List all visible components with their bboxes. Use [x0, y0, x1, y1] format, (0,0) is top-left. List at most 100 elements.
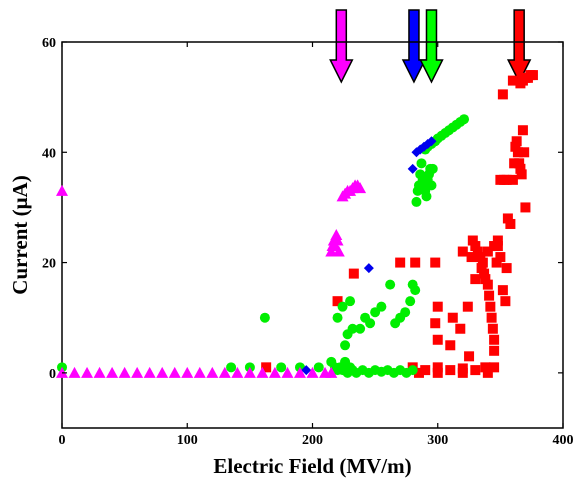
data-point — [365, 318, 376, 329]
data-point — [306, 366, 319, 378]
data-point — [400, 307, 411, 318]
data-point — [515, 163, 526, 174]
data-point — [447, 312, 458, 323]
data-point — [206, 366, 219, 378]
data-point — [480, 274, 491, 285]
y-tick-label: 20 — [42, 257, 56, 272]
data-point — [413, 367, 424, 378]
data-point — [410, 285, 421, 296]
data-point — [517, 125, 528, 136]
data-point — [479, 268, 490, 279]
data-point — [416, 158, 427, 169]
data-point — [485, 301, 496, 312]
data-point — [426, 136, 437, 147]
data-point — [432, 334, 443, 345]
x-tick-label: 100 — [177, 433, 198, 448]
data-point — [514, 158, 525, 169]
arrows-layer — [329, 9, 532, 84]
data-point — [457, 367, 468, 378]
data-point — [340, 340, 351, 351]
arrow-marker-2 — [401, 9, 427, 84]
data-point — [410, 257, 421, 268]
data-point — [470, 241, 481, 252]
series-diamond — [301, 136, 437, 376]
data-point — [445, 340, 456, 351]
data-point — [143, 366, 156, 378]
data-point — [281, 366, 294, 378]
data-point — [181, 366, 194, 378]
x-tick-label: 200 — [302, 433, 323, 448]
data-point — [355, 323, 366, 334]
data-point — [106, 366, 119, 378]
data-point — [482, 246, 493, 257]
data-point — [466, 252, 477, 263]
data-point — [325, 245, 338, 257]
data-point — [480, 362, 491, 373]
data-point — [331, 234, 344, 246]
series-triangle — [56, 179, 367, 378]
data-point — [407, 365, 418, 376]
data-point — [459, 114, 470, 125]
data-point — [507, 174, 518, 185]
data-point — [470, 365, 481, 376]
data-point — [509, 158, 520, 169]
y-tick-label: 60 — [42, 36, 56, 51]
data-point — [168, 366, 181, 378]
data-point — [510, 141, 521, 152]
data-point — [337, 301, 348, 312]
data-point — [516, 169, 527, 180]
data-point — [276, 362, 287, 373]
series-circle — [57, 114, 470, 378]
data-point — [131, 366, 144, 378]
data-point — [118, 366, 131, 378]
data-point — [500, 296, 511, 307]
arrow-marker-4 — [506, 9, 532, 84]
data-point — [507, 75, 518, 86]
data-point — [376, 301, 387, 312]
data-point — [512, 147, 523, 158]
data-point — [519, 147, 530, 158]
data-point — [432, 362, 443, 373]
data-point — [477, 257, 488, 268]
data-point — [261, 362, 272, 373]
data-point — [347, 323, 358, 334]
data-point — [421, 191, 432, 202]
data-point — [156, 366, 169, 378]
data-point — [457, 246, 468, 257]
data-point — [476, 263, 487, 274]
points-layer — [56, 70, 538, 378]
data-point — [484, 290, 495, 301]
data-point — [501, 263, 512, 274]
data-point — [426, 180, 437, 191]
data-point — [293, 366, 306, 378]
ticks-layer: 0 100 200 300 400 0 20 40 60 — [42, 36, 574, 448]
data-point — [430, 318, 441, 329]
data-point — [464, 351, 475, 362]
arrow-marker-3 — [419, 9, 444, 84]
data-point — [256, 366, 269, 378]
data-point — [325, 366, 338, 378]
data-point — [332, 296, 343, 307]
data-point — [482, 367, 493, 378]
x-tick-label: 0 — [59, 433, 66, 448]
data-point — [259, 312, 270, 323]
data-point — [363, 263, 374, 274]
series-square — [261, 70, 538, 378]
data-point — [68, 366, 81, 378]
data-point — [93, 366, 106, 378]
data-point — [348, 268, 359, 279]
data-point — [475, 252, 486, 263]
data-point — [495, 252, 506, 263]
x-tick-label: 400 — [553, 433, 574, 448]
data-point — [432, 367, 443, 378]
data-point — [268, 366, 281, 378]
data-point — [492, 241, 503, 252]
data-point — [492, 235, 503, 246]
data-point — [486, 312, 497, 323]
data-point — [472, 246, 483, 257]
data-point — [193, 366, 206, 378]
data-point — [405, 296, 416, 307]
data-point — [455, 323, 466, 334]
data-point — [501, 174, 512, 185]
